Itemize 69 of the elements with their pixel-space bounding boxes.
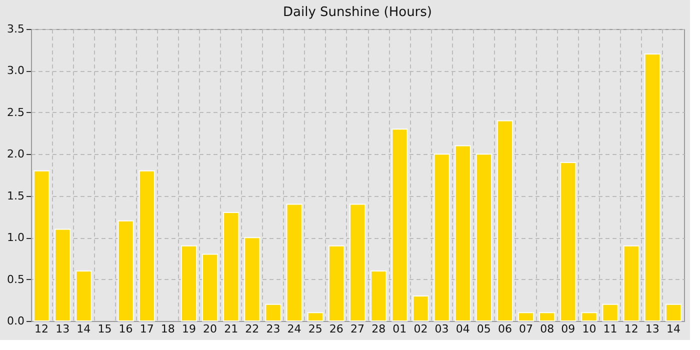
y-tick-label: 0.0 [7,314,24,328]
x-tick-label: 13 [645,322,660,336]
bar [518,312,534,322]
y-tick-label: 2.0 [7,148,24,161]
x-tick-label: 25 [308,322,322,336]
bar [454,145,471,322]
x-tick-label: 02 [414,322,428,336]
x-tick-label: 24 [287,322,302,336]
x-tick-label: 27 [350,322,364,336]
x-tick-label: 12 [624,322,638,336]
x-tick-label: 05 [476,322,491,336]
x-tick-label: 18 [160,322,175,336]
bar [623,245,640,322]
bar [581,312,598,322]
x-tick-label: 15 [98,322,112,336]
bar [349,204,366,322]
bar [496,120,514,322]
bar [307,312,324,322]
x-tick-label: 03 [434,322,449,336]
x-tick-label: 06 [498,322,512,336]
bar [392,128,408,322]
y-tick-label: 3.0 [7,64,24,78]
x-tick-label: 11 [603,322,618,336]
y-tick-label: 1.0 [7,231,24,244]
bar [476,154,492,322]
bar [434,154,450,322]
x-tick-label: 04 [456,322,470,336]
chart-title: Daily Sunshine (Hours) [283,5,432,20]
x-tick-label: 19 [182,322,196,336]
x-tick-label: 07 [519,322,534,336]
bar [602,304,618,322]
x-tick-label: 20 [203,322,218,336]
x-tick-label: 09 [561,322,576,336]
x-tick-label: 26 [329,322,344,336]
x-tick-label: 01 [392,322,407,336]
x-tick-label: 16 [118,322,133,336]
y-tick-label: 2.5 [7,106,24,119]
x-tick-label: 08 [540,322,554,336]
x-tick-label: 14 [76,322,91,336]
bar [328,245,345,322]
bar [370,270,387,322]
y-tick-label: 0.5 [7,272,24,286]
y-tick-label: 3.5 [7,22,24,36]
bar [412,295,429,322]
bar [265,304,282,322]
x-tick-label: 22 [245,322,260,336]
bar [76,270,92,322]
bar [54,228,71,322]
x-tick-label: 13 [56,322,70,336]
bar [286,204,302,322]
bar [665,304,682,322]
x-tick-label: 28 [372,322,386,336]
bar [538,312,556,322]
x-tick-label: 23 [266,322,280,336]
bar [223,212,240,322]
bar [644,54,660,322]
bar [244,237,260,322]
y-tick-label: 1.5 [7,189,24,202]
bar [180,245,198,322]
x-tick-label: 14 [666,322,680,336]
x-tick-label: 21 [224,322,238,336]
x-tick-label: 12 [34,322,49,336]
bar [202,254,218,322]
x-tick-label: 10 [582,322,596,336]
bar [138,170,155,322]
x-tick-label: 17 [140,322,154,336]
bar [33,170,50,322]
bar [118,220,134,322]
bar [560,162,576,322]
